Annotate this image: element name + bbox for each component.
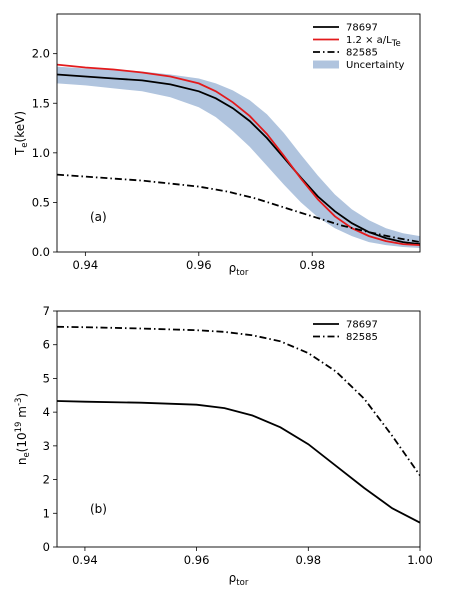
legend-label: 78697 xyxy=(346,23,378,34)
y-tick-label: 6 xyxy=(43,338,50,352)
panel-a: 0.94 0.96 0.98 0.0 0.5 1.0 1.5 2.0 ρtor​ Te​(keV)… xyxy=(13,13,421,278)
series-line-1 xyxy=(57,63,420,246)
y-tick-label: 2 xyxy=(43,473,50,487)
y-tick-label: 3 xyxy=(43,439,50,453)
y-tick-label: 0 xyxy=(43,540,50,554)
x-axis-label: ρtor​ xyxy=(229,261,249,278)
legend-swatch-band xyxy=(313,60,339,69)
series-line-0 xyxy=(57,400,420,524)
y-axis-label: Te​(keV) xyxy=(13,111,30,156)
x-tick-label: 0.98 xyxy=(299,258,325,272)
y-tick-label: 1.0 xyxy=(32,146,50,160)
x-tick-label: 1.00 xyxy=(407,553,433,567)
x-tick-label: 0.96 xyxy=(184,553,210,567)
legend-label: 82585 xyxy=(346,48,378,59)
legend-label: 82585 xyxy=(346,332,378,343)
x-axis-label: ρtor​ xyxy=(229,571,249,588)
x-tick-label: 0.94 xyxy=(72,553,98,567)
panel-label: (b) xyxy=(90,502,107,516)
y-tick-label: 4 xyxy=(43,405,50,419)
y-tick-label: 5 xyxy=(43,371,50,385)
series-line-0 xyxy=(57,73,420,245)
y-axis-label: ne​(1019​ m-3​) xyxy=(14,393,32,465)
y-tick-label: 0.5 xyxy=(32,195,50,209)
axes-frame xyxy=(56,13,421,253)
legend-label: 1.2 × a/LTe​ xyxy=(346,35,401,49)
series-line-1 xyxy=(57,325,420,477)
x-tick-label: 0.96 xyxy=(186,258,212,272)
y-tick-label: 0.0 xyxy=(32,245,50,259)
axes-frame xyxy=(56,310,421,548)
x-tick-label: 0.98 xyxy=(296,553,322,567)
x-tick-label: 0.94 xyxy=(73,258,99,272)
panel-b: 0.94 0.96 0.98 1.00 0 1 2 3 4 5 6 7 ρtor​ ne​(1019​ m… xyxy=(14,304,433,588)
legend-label: 78697 xyxy=(346,320,378,331)
y-tick-label: 1 xyxy=(43,506,50,520)
panel-label: (a) xyxy=(90,210,107,224)
y-tick-label: 1.5 xyxy=(32,96,50,110)
uncertainty-band xyxy=(57,66,420,248)
legend-label: Uncertainty xyxy=(346,60,405,71)
series-line-2 xyxy=(57,173,420,243)
y-tick-label: 2.0 xyxy=(32,47,50,61)
y-tick-label: 7 xyxy=(43,304,50,318)
